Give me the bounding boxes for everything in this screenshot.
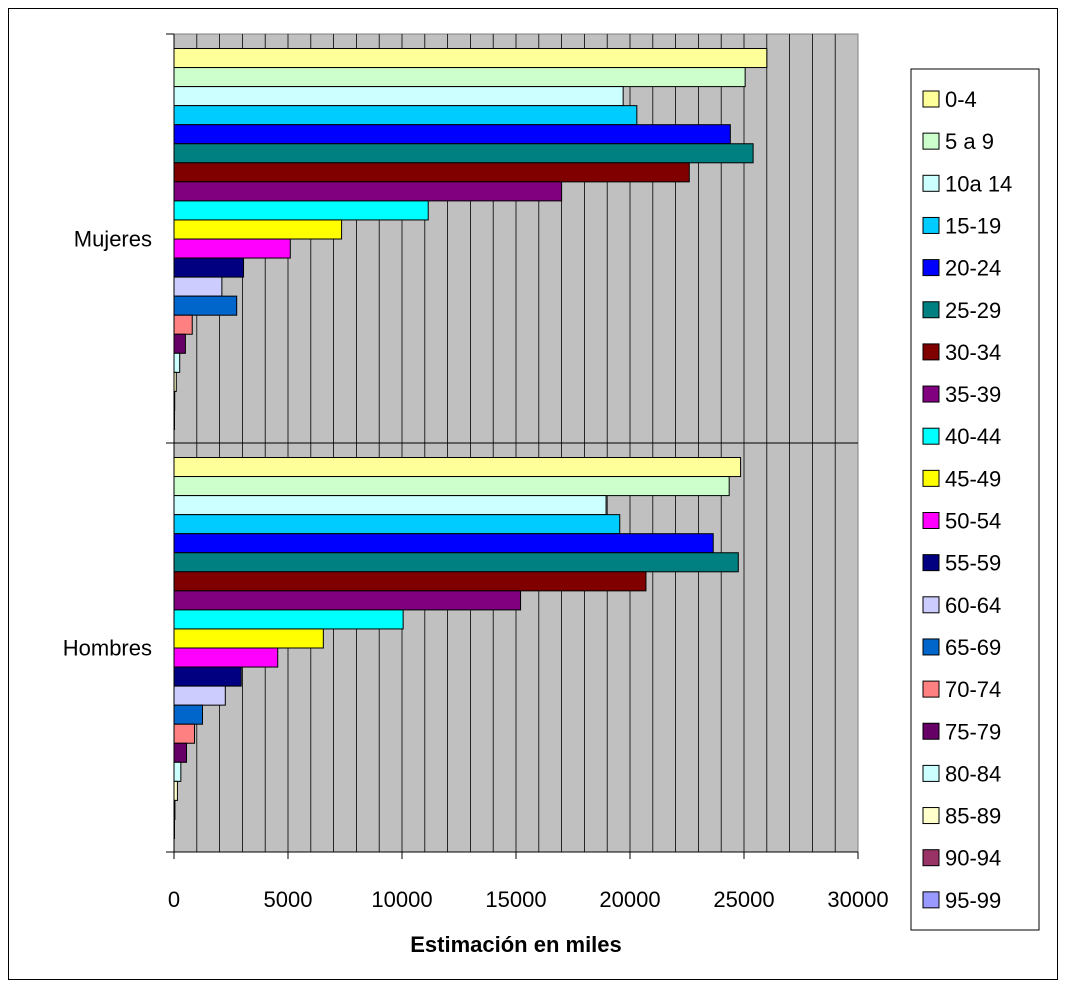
x-tick-label: 25000: [713, 887, 774, 912]
bar-60-64-mujeres: [173, 276, 223, 297]
bar-55-59-mujeres: [173, 257, 245, 278]
legend-label: 60-64: [945, 593, 1001, 618]
bar-5a9-hombres: [173, 476, 730, 497]
legend-swatch: [922, 132, 940, 150]
legend-swatch: [922, 216, 940, 234]
legend-label: 65-69: [945, 635, 1001, 660]
bar-55-59-hombres: [173, 666, 242, 687]
bar-70-74-hombres: [173, 723, 196, 744]
legend: 0-4 5 a 9 10a 14 15-19 20-24 25-29 30-34 35-39 4…: [910, 68, 1040, 931]
bar-25-29-hombres: [173, 552, 739, 573]
bar-10a14-hombres: [173, 495, 607, 516]
bar-0-4-mujeres: [173, 48, 768, 69]
legend-label: 15-19: [945, 213, 1001, 238]
bar-20-24-mujeres: [173, 124, 731, 145]
legend-label: 25-29: [945, 298, 1001, 323]
bar-50-54-hombres: [173, 647, 279, 668]
x-tick-label: 0: [168, 887, 180, 912]
legend-swatch: [922, 638, 940, 656]
bar-0-4-hombres: [173, 457, 742, 478]
bar-70-74-mujeres: [173, 314, 193, 335]
legend-swatch: [922, 385, 940, 403]
legend-label: 50-54: [945, 509, 1001, 534]
x-tick-label: 5000: [264, 887, 313, 912]
bar-15-19-mujeres: [173, 105, 638, 126]
y-tick-label-mujeres: Mujeres: [74, 227, 152, 252]
x-tick-label: 20000: [599, 887, 660, 912]
legend-label: 90-94: [945, 846, 1001, 871]
bar-40-44-hombres: [173, 609, 404, 630]
y-tick-label-hombres: Hombres: [63, 636, 152, 661]
bar-60-64-hombres: [173, 685, 226, 706]
bar-85-89-hombres: [173, 780, 178, 801]
legend-swatch: [922, 680, 940, 698]
bar-25-29-mujeres: [173, 143, 754, 164]
legend-label: 35-39: [945, 382, 1001, 407]
bar-80-84-mujeres: [173, 352, 181, 373]
bar-75-79-mujeres: [173, 333, 186, 354]
legend-label: 70-74: [945, 677, 1001, 702]
legend-label: 40-44: [945, 424, 1001, 449]
legend-label: 75-79: [945, 719, 1001, 744]
legend-label: 10a 14: [945, 171, 1012, 196]
x-axis-label: Estimación en miles: [410, 932, 622, 957]
bar-50-54-mujeres: [173, 238, 291, 259]
bar-10a14-mujeres: [173, 86, 624, 107]
x-tick-label: 15000: [485, 887, 546, 912]
bar-80-84-hombres: [173, 761, 182, 782]
legend-swatch: [922, 259, 940, 277]
legend-label: 95-99: [945, 888, 1001, 913]
bar-35-39-mujeres: [173, 181, 563, 202]
legend-box: [910, 68, 1040, 931]
legend-swatch: [922, 764, 940, 782]
legend-swatch: [922, 554, 940, 572]
bar-45-49-mujeres: [173, 219, 343, 240]
legend-label: 0-4: [945, 87, 977, 112]
legend-swatch: [922, 512, 940, 529]
legend-swatch: [922, 343, 940, 361]
legend-swatch: [922, 722, 940, 740]
bar-75-79-hombres: [173, 742, 188, 763]
x-tick-label: 30000: [827, 887, 888, 912]
bar-5a9-mujeres: [173, 67, 746, 88]
bar-45-49-hombres: [173, 628, 324, 649]
legend-label: 30-34: [945, 340, 1001, 365]
bar-35-39-hombres: [173, 590, 522, 611]
legend-swatch: [922, 469, 940, 487]
legend-swatch: [922, 807, 940, 825]
bar-30-34-hombres: [173, 571, 647, 592]
legend-swatch: [922, 849, 940, 867]
legend-label: 80-84: [945, 761, 1001, 786]
legend-swatch: [922, 301, 940, 319]
bar-20-24-hombres: [173, 533, 714, 554]
legend-swatch: [922, 596, 940, 614]
bar-15-19-hombres: [173, 514, 621, 535]
x-tick-label: 10000: [371, 887, 432, 912]
legend-swatch: [922, 174, 940, 192]
bar-30-34-mujeres: [173, 162, 690, 183]
bar-65-69-mujeres: [173, 295, 238, 316]
bar-40-44-mujeres: [173, 200, 429, 221]
axes: Mujeres Hombres 0 5000 10000 15000 20000 25000 3…: [63, 33, 889, 912]
bar-65-69-hombres: [173, 704, 203, 725]
legend-label: 55-59: [945, 551, 1001, 576]
chart-frame: Mujeres Hombres 0 5000 10000 15000 20000 25000 3…: [8, 8, 1058, 980]
legend-label: 20-24: [945, 256, 1001, 281]
legend-swatch: [922, 90, 940, 108]
legend-label: 45-49: [945, 466, 1001, 491]
bar-chart: Mujeres Hombres 0 5000 10000 15000 20000 25000 3…: [63, 33, 1040, 957]
legend-swatch: [922, 891, 940, 909]
legend-label: 85-89: [945, 804, 1001, 829]
legend-label: 5 a 9: [945, 129, 994, 154]
legend-swatch: [922, 427, 940, 445]
